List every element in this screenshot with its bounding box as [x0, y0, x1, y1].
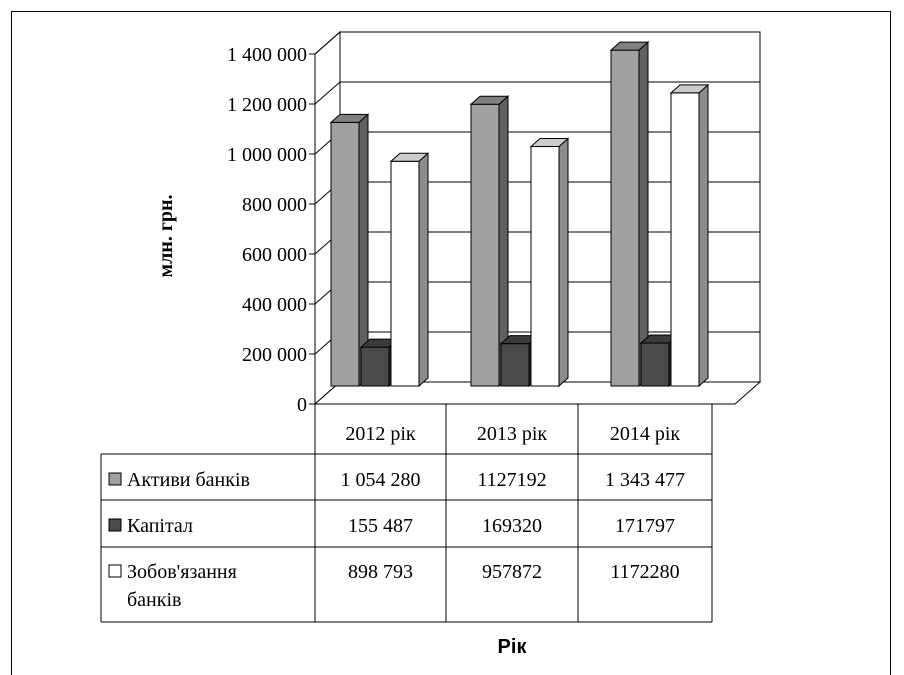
bar — [609, 41, 650, 388]
legend-label: Зобов'язання банків — [127, 561, 237, 611]
data-table: 2012 рік 2013 рік 2014 рік Активи банків 1 0… — [100, 403, 713, 623]
bar-side — [638, 41, 649, 388]
bar-top — [529, 138, 570, 148]
bar-side — [418, 152, 429, 388]
bar-front — [500, 343, 530, 387]
bar — [329, 113, 370, 388]
x-axis-label: Рік — [498, 636, 528, 658]
y-tick-label: 1 400 000 — [227, 44, 307, 66]
bar-front — [530, 146, 560, 387]
legend-swatch — [108, 564, 122, 578]
data-label: 1172280 — [610, 561, 679, 583]
legend-label: Активи банків — [127, 469, 250, 491]
bar-top — [389, 152, 430, 162]
bar-front — [640, 342, 670, 387]
data-label: 169320 — [482, 515, 542, 537]
y-tick-label: 1 000 000 — [227, 144, 307, 166]
bars — [329, 41, 710, 388]
bar — [529, 137, 570, 388]
gridline-side — [314, 81, 341, 105]
y-tick-label: 0 — [297, 394, 307, 416]
data-label: 1 343 477 — [605, 469, 685, 491]
bar-top — [609, 41, 650, 51]
bar-front — [610, 49, 640, 387]
bar — [389, 152, 430, 388]
y-tick-label: 800 000 — [242, 194, 307, 216]
bar-front — [470, 103, 500, 387]
y-tick-label: 200 000 — [242, 344, 307, 366]
gridline-side — [314, 31, 341, 55]
bar-top — [669, 84, 710, 94]
x-tick-label: 2014 рік — [610, 423, 681, 445]
legend-swatch — [108, 518, 122, 532]
bar-front — [330, 121, 360, 387]
legend-label: Капітал — [127, 515, 193, 537]
legend-swatch — [108, 472, 122, 486]
data-label: 171797 — [615, 515, 675, 537]
x-tick-label: 2013 рік — [477, 423, 548, 445]
y-tick-label: 1 200 000 — [227, 94, 307, 116]
bar — [669, 83, 710, 388]
data-label: 1 054 280 — [341, 469, 421, 491]
bar-front — [390, 160, 420, 387]
bar-top — [329, 113, 370, 123]
y-axis-label: млн. грн. — [155, 194, 177, 277]
data-label: 957872 — [482, 561, 542, 583]
data-label: 155 487 — [348, 515, 413, 537]
chart-frame — [11, 11, 891, 675]
bar — [469, 95, 510, 388]
y-axis: 0 200 000 400 000 600 000 800 000 1 000 000 1 … — [227, 44, 316, 416]
bar-front — [360, 346, 390, 387]
bar-top — [469, 95, 510, 105]
data-label: 898 793 — [348, 561, 413, 583]
bar-front — [670, 92, 700, 387]
y-tick-label: 400 000 — [242, 294, 307, 316]
bar-side — [558, 137, 569, 388]
x-tick-label: 2012 рік — [345, 423, 416, 445]
bar-side — [698, 83, 709, 388]
y-tick-label: 600 000 — [242, 244, 307, 266]
data-label: 1127192 — [477, 469, 546, 491]
